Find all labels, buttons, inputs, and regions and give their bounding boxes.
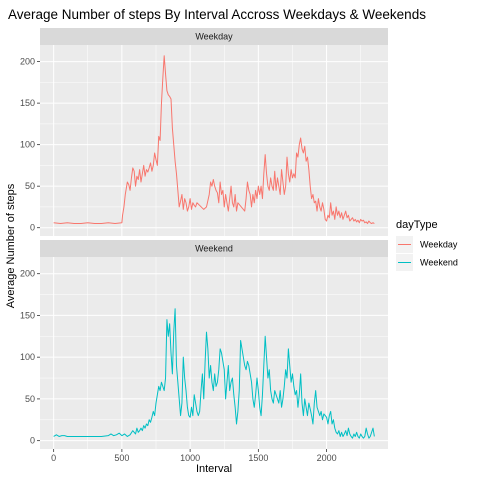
y-tick-label: 50: [25, 181, 35, 191]
x-tick-label: 1500: [248, 453, 268, 463]
series-line-weekday: [53, 55, 375, 225]
y-tick-label: 200: [20, 57, 35, 67]
x-tick-label: 0: [51, 453, 56, 463]
y-tick-label: 0: [30, 436, 35, 446]
legend-title: dayType: [396, 219, 438, 231]
y-tick-label: 150: [20, 310, 35, 320]
facet-panel-weekend: Weekend 0 500 1000 1500 2000 0 50 100 150 200: [20, 240, 388, 463]
x-axis-title: Interval: [196, 463, 232, 475]
chart-title: Average Number of steps By Interval Accr…: [8, 7, 426, 22]
panel-background-weekend: [40, 257, 388, 449]
y-tick-label: 50: [25, 394, 35, 404]
legend: dayType Weekday Weekend: [396, 219, 458, 271]
y-axis-title: Average Number of steps: [5, 183, 17, 308]
series-line-weekend: [53, 308, 375, 439]
facet-strip-label-weekend: Weekend: [195, 244, 233, 254]
legend-item-weekday: Weekday: [396, 236, 458, 253]
y-tick-label: 200: [20, 269, 35, 279]
panel-background-weekday: [40, 45, 388, 236]
x-tick-label: 1000: [180, 453, 200, 463]
y-tick-label: 150: [20, 98, 35, 108]
facet-panel-weekday: Weekday 0 50 100 150 200: [20, 28, 388, 236]
x-tick-label: 2000: [317, 453, 337, 463]
y-tick-label: 100: [20, 140, 35, 150]
facet-strip-label-weekday: Weekday: [195, 32, 233, 42]
x-tick-label: 500: [114, 453, 129, 463]
facet-strip-weekday: [40, 28, 388, 45]
legend-item-weekend: Weekend: [396, 254, 458, 271]
legend-label-weekday: Weekday: [420, 240, 458, 250]
facet-strip-weekend: [40, 240, 388, 257]
y-tick-label: 100: [20, 352, 35, 362]
legend-label-weekend: Weekend: [420, 258, 458, 268]
y-tick-label: 0: [30, 223, 35, 233]
